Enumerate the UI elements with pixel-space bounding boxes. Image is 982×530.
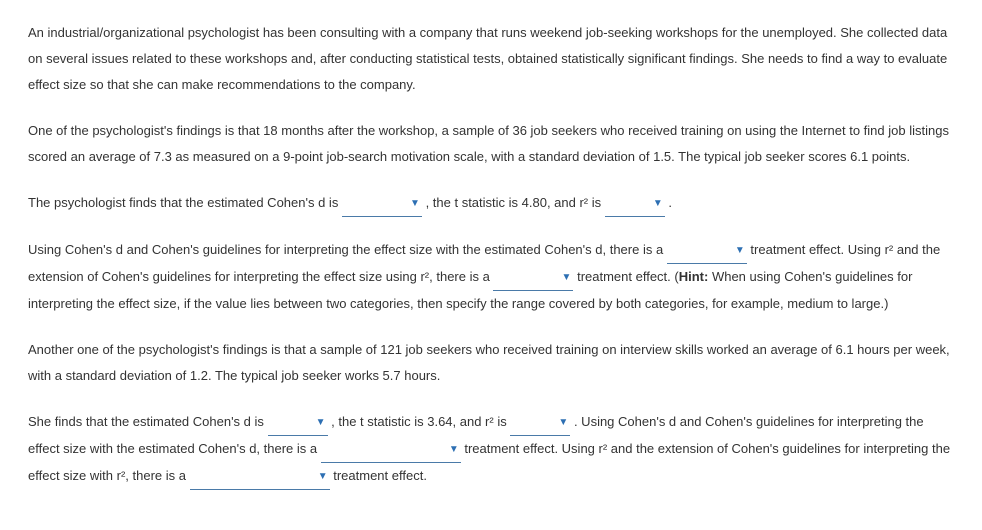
intro-paragraph-2: One of the psychologist's findings is th… xyxy=(28,118,954,170)
question-3: She finds that the estimated Cohen's d i… xyxy=(28,409,954,490)
q3-text-2: , the t statistic is 3.64, and r² is xyxy=(331,414,510,429)
treatment-effect-dropdown-1[interactable]: ▼ xyxy=(667,237,747,264)
question-1: The psychologist finds that the estimate… xyxy=(28,190,954,217)
r-squared-dropdown-1[interactable]: ▼ xyxy=(605,190,665,217)
chevron-down-icon: ▼ xyxy=(410,194,420,214)
treatment-effect-dropdown-3[interactable]: ▼ xyxy=(321,436,461,463)
treatment-effect-dropdown-4[interactable]: ▼ xyxy=(190,463,330,490)
chevron-down-icon: ▼ xyxy=(449,440,459,460)
chevron-down-icon: ▼ xyxy=(318,467,328,487)
intro-paragraph-1: An industrial/organizational psychologis… xyxy=(28,20,954,98)
r-squared-dropdown-2[interactable]: ▼ xyxy=(510,409,570,436)
q2-text-3: treatment effect. ( xyxy=(577,269,679,284)
chevron-down-icon: ▼ xyxy=(316,413,326,433)
treatment-effect-dropdown-2[interactable]: ▼ xyxy=(493,264,573,291)
cohens-d-dropdown-2[interactable]: ▼ xyxy=(268,409,328,436)
question-2: Using Cohen's d and Cohen's guidelines f… xyxy=(28,237,954,317)
chevron-down-icon: ▼ xyxy=(562,268,572,288)
q3-text-1: She finds that the estimated Cohen's d i… xyxy=(28,414,268,429)
q1-text-1: The psychologist finds that the estimate… xyxy=(28,195,342,210)
chevron-down-icon: ▼ xyxy=(653,194,663,214)
q1-text-3: . xyxy=(668,195,672,210)
q1-text-2: , the t statistic is 4.80, and r² is xyxy=(426,195,605,210)
hint-label: Hint: xyxy=(679,269,709,284)
q2-text-1: Using Cohen's d and Cohen's guidelines f… xyxy=(28,242,667,257)
chevron-down-icon: ▼ xyxy=(558,413,568,433)
intro-paragraph-3: Another one of the psychologist's findin… xyxy=(28,337,954,389)
cohens-d-dropdown-1[interactable]: ▼ xyxy=(342,190,422,217)
q3-text-5: treatment effect. xyxy=(333,468,427,483)
chevron-down-icon: ▼ xyxy=(735,241,745,261)
